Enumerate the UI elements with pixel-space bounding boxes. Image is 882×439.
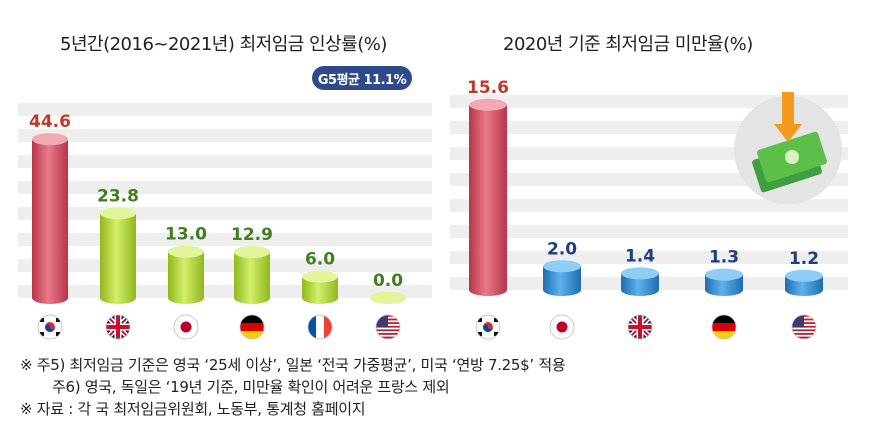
footnote-3: ※ 자료 : 각 국 최저임금위원회, 노동부, 통계청 홈페이지 <box>20 400 366 418</box>
kr-flag-icon <box>476 315 500 339</box>
bar-2-2 <box>621 267 659 296</box>
bar-1-4 <box>302 270 338 304</box>
uk-flag-icon <box>628 315 652 339</box>
chart1: 44.6 23.8 13.0 12.9 6.0 0.0 <box>18 103 432 340</box>
bar-1-1 <box>100 207 136 304</box>
de-flag-icon <box>712 315 736 339</box>
value-label: 44.6 <box>29 112 71 132</box>
bar-1-2 <box>168 245 204 304</box>
value-label: 1.3 <box>709 248 739 268</box>
bar-1-0 <box>32 133 68 304</box>
value-label: 12.9 <box>231 225 273 245</box>
value-label: 1.2 <box>789 249 819 269</box>
bar-1-3 <box>234 246 270 304</box>
chart2: 15.6 2.0 1.4 1.3 1.2 <box>450 78 848 340</box>
bar-2-0 <box>469 98 507 296</box>
footnotes: ※ 주5) 최저임금 기준은 영국 ‘25세 이상’, 일본 ‘전국 가중평균’… <box>20 354 566 420</box>
value-label: 0.0 <box>373 271 403 291</box>
value-label: 23.8 <box>97 186 139 206</box>
value-label: 6.0 <box>305 250 335 270</box>
jp-flag-icon <box>174 315 198 339</box>
bar-2-4 <box>785 269 823 296</box>
bar-2-1 <box>543 260 581 296</box>
us-flag-icon <box>376 315 400 339</box>
chart2-title: 2020년 기준 최저임금 미만율(%) <box>503 34 753 55</box>
g5-average-badge: G5평균 11.1% <box>312 66 412 90</box>
value-label: 1.4 <box>625 246 655 266</box>
bar-1-5 <box>370 292 406 304</box>
uk-flag-icon <box>106 315 130 339</box>
jp-flag-icon <box>550 315 574 339</box>
value-label: 13.0 <box>165 225 207 245</box>
money-down-icon <box>734 92 842 204</box>
charts-canvas: 44.6 23.8 13.0 12.9 6.0 0.0 15.6 2.0 1.4 1.3 1.2 <box>18 78 848 340</box>
footnote-1: ※ 주5) 최저임금 기준은 영국 ‘25세 이상’, 일본 ‘전국 가중평균’… <box>20 356 566 374</box>
fr-flag-icon <box>308 315 332 339</box>
value-label: 2.0 <box>547 239 577 259</box>
kr-flag-icon <box>38 315 62 339</box>
footnote-2: 주6) 영국, 독일은 ‘19년 기준, 미만율 확인이 어려운 프랑스 제외 <box>52 378 450 396</box>
bar-2-3 <box>705 268 743 296</box>
value-label: 15.6 <box>467 78 509 98</box>
chart1-grid <box>18 103 432 298</box>
us-flag-icon <box>792 315 816 339</box>
chart1-title: 5년간(2016~2021년) 최저임금 인상률(%) <box>60 34 387 55</box>
de-flag-icon <box>240 315 264 339</box>
